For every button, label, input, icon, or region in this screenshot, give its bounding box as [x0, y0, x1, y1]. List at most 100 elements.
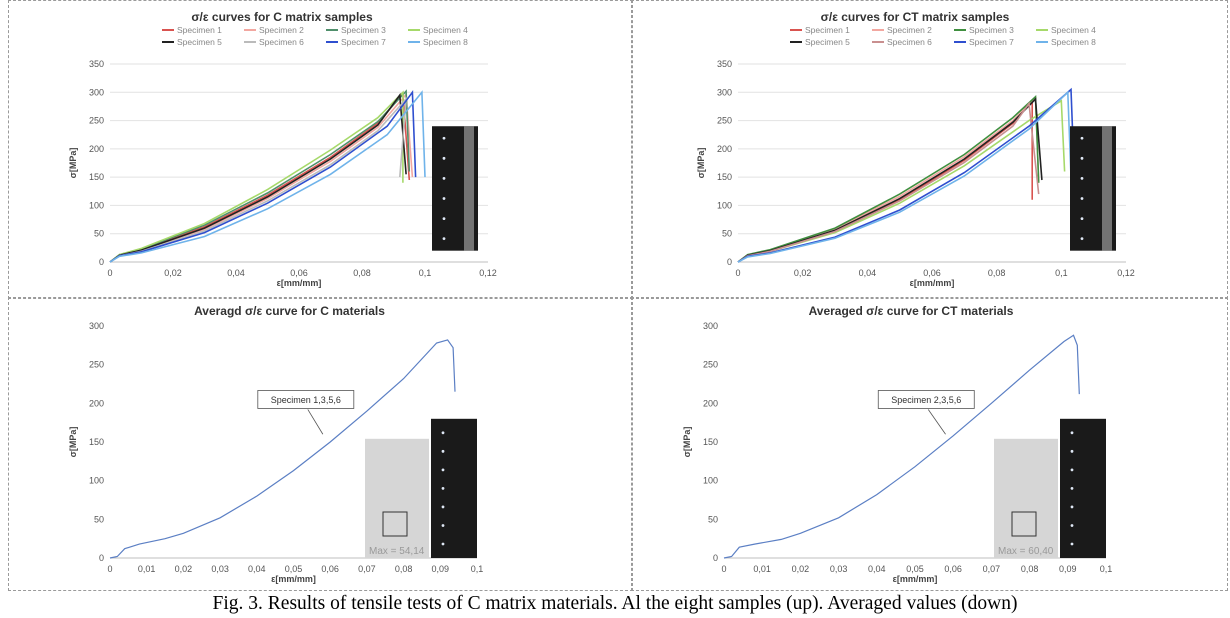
- series-line: [109, 96, 408, 263]
- legend-label: Specimen 8: [423, 37, 468, 47]
- x-tick-label: 0,06: [290, 268, 308, 278]
- x-tick-label: 0,09: [1059, 564, 1077, 574]
- series-line: [109, 339, 456, 559]
- legend-label: Specimen 4: [1051, 25, 1096, 35]
- y-tick-label: 50: [94, 229, 104, 239]
- x-axis-label: ε[mm/mm]: [910, 278, 955, 288]
- chart-panel-avg-ct: Averaged σ/ε curve for CT materials 0 50 10…: [676, 300, 1146, 586]
- y-tick-label: 50: [94, 514, 104, 524]
- photo-marker: [441, 487, 445, 490]
- series-line: [737, 97, 1043, 263]
- frame-bottom-right: [631, 297, 1228, 591]
- legend-label: Specimen 6: [887, 37, 932, 47]
- x-axis-label: ε[mm/mm]: [271, 574, 316, 584]
- legend-label: Specimen 4: [423, 25, 468, 35]
- photo-strip: [1102, 126, 1112, 251]
- callout: Specimen 2,3,5,6: [877, 390, 975, 435]
- x-tick-label: 0,01: [138, 564, 156, 574]
- y-tick-label: 250: [89, 116, 104, 126]
- y-tick-label: 300: [89, 321, 104, 331]
- frame-bottom-left: [8, 297, 633, 591]
- x-tick-label: 0,08: [1021, 564, 1039, 574]
- chart-c-matrix-samples: σ/ε curves for C matrix samples Specimen …: [68, 10, 497, 288]
- frame-top-left: [8, 0, 633, 299]
- photo-marker: [442, 237, 446, 241]
- y-tick-label: 0: [99, 257, 104, 267]
- y-tick-label: 350: [89, 59, 104, 69]
- x-tick-label: 0,05: [285, 564, 303, 574]
- x-tick-label: 0,04: [227, 268, 245, 278]
- photo-marker: [441, 542, 445, 546]
- callout-pointer: [927, 409, 946, 435]
- photo-marker: [1080, 237, 1084, 241]
- photo-marker: [1070, 468, 1074, 472]
- x-tick-label: 0,08: [353, 268, 371, 278]
- photo-marker: [442, 156, 446, 160]
- photo-marker: [1070, 431, 1074, 435]
- frame-top-right: [631, 0, 1228, 299]
- chart-avg-ct-materials: Averaged σ/ε curve for CT materials 0 50 10…: [682, 304, 1112, 584]
- photo-marker: [1080, 177, 1084, 180]
- y-tick-label: 100: [703, 476, 718, 486]
- series-line: [737, 87, 1076, 263]
- x-tick-label: 0,08: [395, 564, 413, 574]
- x-tick-label: 0,1: [419, 268, 432, 278]
- series-line: [723, 334, 1080, 559]
- series-line: [737, 95, 1040, 263]
- y-tick-label: 100: [717, 200, 732, 210]
- inset-max-label: Max = 60,40: [998, 546, 1054, 557]
- y-tick-label: 350: [717, 59, 732, 69]
- fracture-photo: [994, 438, 1058, 558]
- x-tick-label: 0,12: [479, 268, 497, 278]
- y-tick-label: 100: [89, 476, 104, 486]
- x-tick-label: 0: [107, 564, 112, 574]
- x-tick-label: 0,07: [358, 564, 376, 574]
- x-tick-label: 0,12: [1117, 268, 1135, 278]
- series-line: [109, 90, 404, 263]
- photo-marker: [442, 217, 446, 220]
- callout-label: Specimen 2,3,5,6: [891, 395, 961, 405]
- photo-marker: [442, 136, 446, 140]
- chart-title: σ/ε curves for C matrix samples: [191, 10, 373, 24]
- y-tick-label: 250: [89, 360, 104, 370]
- photo-background: [431, 418, 477, 558]
- photo-marker: [1070, 487, 1074, 490]
- callout-box: [257, 390, 355, 409]
- series-line: [109, 90, 426, 263]
- x-tick-label: 0,03: [830, 564, 848, 574]
- x-tick-label: 0,05: [906, 564, 924, 574]
- x-tick-label: 0: [107, 268, 112, 278]
- photo-marker: [1070, 449, 1074, 453]
- photo-marker: [1080, 156, 1084, 160]
- x-axis-label: ε[mm/mm]: [893, 574, 938, 584]
- y-tick-label: 300: [89, 87, 104, 97]
- x-tick-label: 0,01: [753, 564, 771, 574]
- y-axis-label: σ[MPa]: [696, 148, 706, 179]
- figure-caption: Fig. 3. Results of tensile tests of C ma…: [212, 593, 1018, 614]
- x-tick-label: 0,06: [923, 268, 941, 278]
- y-axis-label: σ[MPa]: [68, 427, 78, 458]
- photo-marker: [1070, 542, 1074, 546]
- chart-panel-ct-matrix-samples: σ/ε curves for CT matrix samples Specimen…: [690, 6, 1140, 296]
- photo-background: [1060, 418, 1106, 558]
- x-tick-label: 0,02: [175, 564, 193, 574]
- chart-ct-matrix-samples: σ/ε curves for CT matrix samplesSpecimen…: [696, 10, 1135, 288]
- y-tick-label: 200: [89, 398, 104, 408]
- x-tick-label: 0,04: [868, 564, 886, 574]
- photo-marker: [1070, 505, 1074, 509]
- x-axis-label: ε[mm/mm]: [277, 278, 322, 288]
- x-tick-label: 0,07: [983, 564, 1001, 574]
- y-tick-label: 0: [99, 553, 104, 563]
- photo-strip: [464, 126, 474, 251]
- x-tick-label: 0: [735, 268, 740, 278]
- photo-marker: [441, 431, 445, 435]
- legend-label: Specimen 5: [805, 37, 850, 47]
- x-tick-label: 0,1: [1055, 268, 1068, 278]
- callout: Specimen 1,3,5,6: [257, 390, 355, 435]
- photo-marker: [441, 505, 445, 509]
- fracture-box: [1011, 511, 1037, 537]
- y-tick-label: 150: [703, 437, 718, 447]
- specimen-photo-inset: [1070, 126, 1116, 251]
- y-tick-label: 200: [717, 144, 732, 154]
- x-tick-label: 0,06: [321, 564, 339, 574]
